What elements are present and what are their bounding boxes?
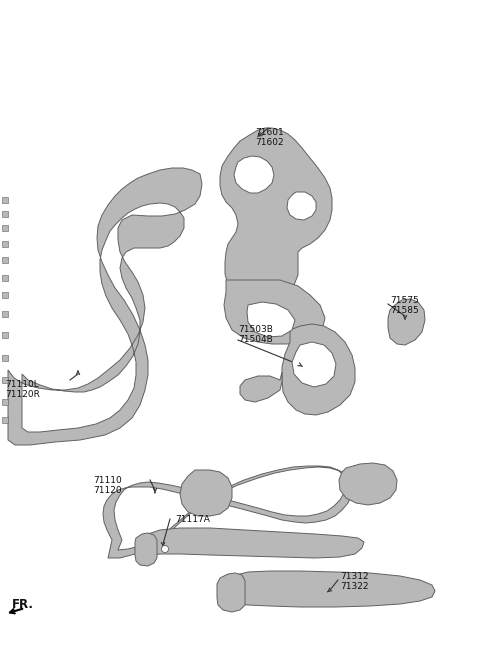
PathPatch shape xyxy=(8,168,202,445)
Polygon shape xyxy=(2,399,8,405)
Polygon shape xyxy=(2,197,8,203)
Polygon shape xyxy=(220,571,435,607)
Text: 71110
71120: 71110 71120 xyxy=(93,476,122,495)
Polygon shape xyxy=(2,377,8,383)
Polygon shape xyxy=(220,128,332,304)
Text: 71503B
71504B: 71503B 71504B xyxy=(238,325,273,344)
Polygon shape xyxy=(180,470,232,516)
Text: FR.: FR. xyxy=(12,597,34,610)
Text: 71117A: 71117A xyxy=(175,514,210,524)
Polygon shape xyxy=(388,299,425,345)
Polygon shape xyxy=(2,275,8,281)
Text: 71110L
71120R: 71110L 71120R xyxy=(5,380,40,399)
PathPatch shape xyxy=(103,466,352,558)
Polygon shape xyxy=(2,332,8,338)
Polygon shape xyxy=(217,573,245,612)
Polygon shape xyxy=(247,302,295,337)
Circle shape xyxy=(161,545,168,553)
Polygon shape xyxy=(2,241,8,247)
Polygon shape xyxy=(2,257,8,263)
Text: 71601
71602: 71601 71602 xyxy=(255,128,284,147)
Text: 71312
71322: 71312 71322 xyxy=(340,572,369,591)
Polygon shape xyxy=(2,311,8,317)
Polygon shape xyxy=(234,156,274,193)
Polygon shape xyxy=(339,463,397,505)
Polygon shape xyxy=(2,355,8,361)
Polygon shape xyxy=(2,292,8,298)
Polygon shape xyxy=(292,342,336,387)
Polygon shape xyxy=(282,324,355,415)
Polygon shape xyxy=(2,211,8,217)
Polygon shape xyxy=(248,298,282,340)
Polygon shape xyxy=(136,528,364,558)
Polygon shape xyxy=(2,417,8,423)
Polygon shape xyxy=(135,533,157,566)
Polygon shape xyxy=(240,372,282,402)
Polygon shape xyxy=(287,192,316,220)
Polygon shape xyxy=(224,280,325,344)
Text: 71575
71585: 71575 71585 xyxy=(390,296,419,315)
Polygon shape xyxy=(2,225,8,231)
